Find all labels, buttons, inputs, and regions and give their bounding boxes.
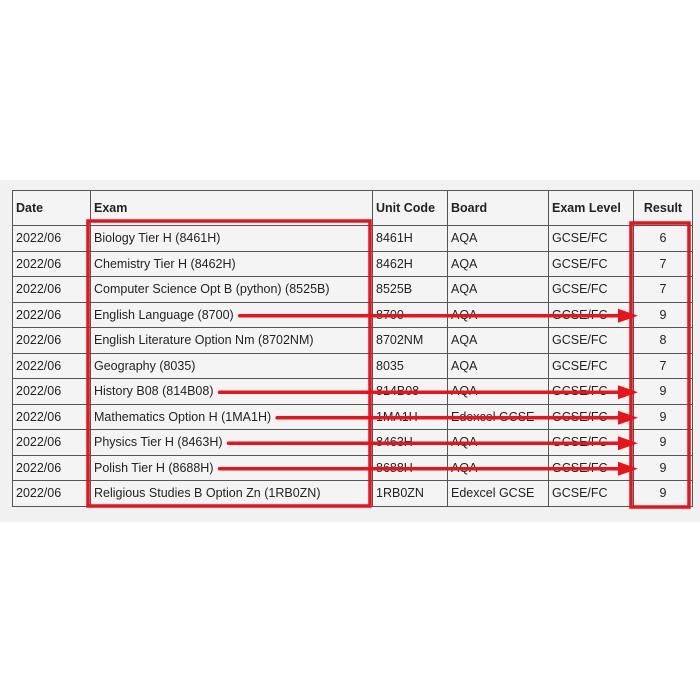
cell-exam-level: GCSE/FC (548, 250, 634, 277)
cell-unit-code: 8461H (372, 225, 448, 252)
table-row: 2022/06 Geography (8035) 8035 AQA GCSE/FC 7 (12, 352, 693, 379)
table-header-row: Date Exam Unit Code Board Exam Level Res… (12, 190, 693, 226)
cell-exam-level: GCSE/FC (548, 225, 634, 252)
result-highlight-box (629, 221, 691, 509)
cell-date: 2022/06 (12, 378, 91, 405)
cell-board: Edexcel GCSE (447, 480, 549, 507)
cell-board: AQA (447, 225, 549, 252)
cell-date: 2022/06 (12, 429, 91, 456)
cell-result: 9 (633, 480, 693, 507)
cell-exam-level: GCSE/FC (548, 352, 634, 379)
cell-exam-level: GCSE/FC (548, 480, 634, 507)
cell-result: 9 (633, 429, 693, 456)
cell-exam: Biology Tier H (8461H) (90, 225, 373, 252)
cell-date: 2022/06 (12, 352, 91, 379)
cell-board: AQA (447, 276, 549, 303)
cell-date: 2022/06 (12, 403, 91, 430)
table-row: 2022/06 Biology Tier H (8461H) 8461H AQA GCS… (12, 225, 693, 252)
cell-result: 9 (633, 301, 693, 328)
arrow-head-icon (618, 436, 638, 451)
cell-unit-code: 8702NM (372, 327, 448, 354)
cell-date: 2022/06 (12, 225, 91, 252)
arrow-head-icon (618, 410, 638, 425)
table-row: 2022/06 Computer Science Opt B (python) (… (12, 276, 693, 303)
arrow-head-icon (618, 385, 638, 400)
header-result: Result (633, 190, 693, 226)
cell-date: 2022/06 (12, 327, 91, 354)
cell-date: 2022/06 (12, 250, 91, 277)
cell-unit-code: 8462H (372, 250, 448, 277)
cell-result: 9 (633, 454, 693, 481)
arrow-head-icon (618, 461, 638, 476)
exam-results-table: Date Exam Unit Code Board Exam Level Res… (12, 190, 693, 507)
cell-date: 2022/06 (12, 301, 91, 328)
arrow-head-icon (618, 308, 638, 323)
header-date: Date (12, 190, 91, 226)
exam-highlight-box (86, 219, 372, 508)
table-row: 2022/06 Religious Studies B Option Zn (1R… (12, 480, 693, 507)
cell-unit-code: 8525B (372, 276, 448, 303)
cell-result: 6 (633, 225, 693, 252)
cell-exam: Mathematics Option H (1MA1H) (90, 403, 373, 430)
cell-exam-level: GCSE/FC (548, 276, 634, 303)
cell-unit-code: 1RB0ZN (372, 480, 448, 507)
cell-date: 2022/06 (12, 480, 91, 507)
header-unit-code: Unit Code (372, 190, 448, 226)
cell-result: 8 (633, 327, 693, 354)
cell-exam: Computer Science Opt B (python) (8525B) (90, 276, 373, 303)
